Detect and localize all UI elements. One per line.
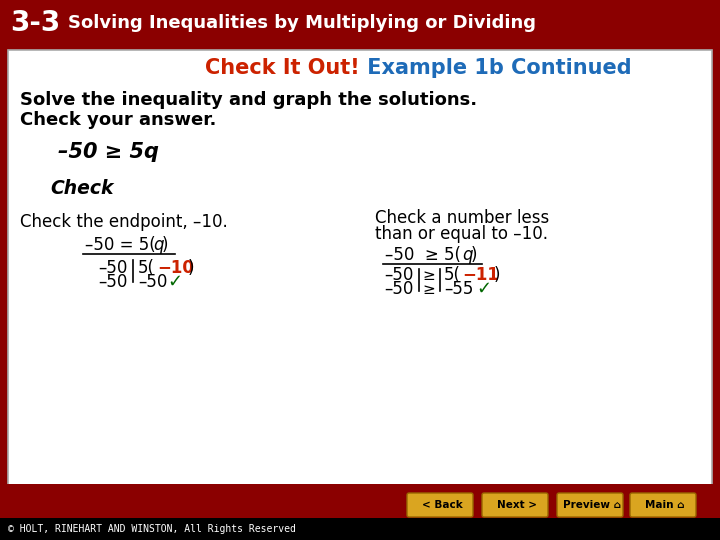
Text: –50: –50: [99, 259, 128, 277]
Text: ): ): [494, 266, 500, 284]
Text: Check your answer.: Check your answer.: [20, 111, 217, 129]
FancyBboxPatch shape: [557, 493, 623, 517]
Text: Solve the inequality and graph the solutions.: Solve the inequality and graph the solut…: [20, 91, 477, 109]
Text: –50  ≥ 5(: –50 ≥ 5(: [385, 246, 461, 264]
Text: ✓: ✓: [476, 280, 491, 298]
Text: q: q: [462, 246, 472, 264]
Text: –50: –50: [138, 273, 167, 291]
Text: Check a number less: Check a number less: [375, 209, 549, 227]
Text: q: q: [143, 142, 158, 162]
Text: 3-3: 3-3: [10, 9, 60, 37]
Text: Solving Inequalities by Multiplying or Dividing: Solving Inequalities by Multiplying or D…: [68, 14, 536, 32]
Text: –50: –50: [384, 266, 414, 284]
Text: −11: −11: [462, 266, 499, 284]
Text: than or equal to –10.: than or equal to –10.: [375, 225, 548, 243]
Text: –55: –55: [444, 280, 473, 298]
Text: –50: –50: [384, 280, 414, 298]
Bar: [0, 484, 720, 518]
Text: Preview ⌂: Preview ⌂: [563, 500, 621, 510]
Text: ≥: ≥: [423, 267, 436, 282]
Bar: [8, 50, 712, 488]
Bar: [0, 518, 720, 540]
Text: Example 1b Continued: Example 1b Continued: [360, 58, 631, 78]
Text: ≥: ≥: [423, 281, 436, 296]
Text: –50 = 5(: –50 = 5(: [85, 236, 156, 254]
Text: Next >: Next >: [497, 500, 537, 510]
Bar: [0, 0, 720, 45]
Text: q: q: [153, 236, 163, 254]
FancyBboxPatch shape: [630, 493, 696, 517]
Text: –50: –50: [99, 273, 128, 291]
Text: ): ): [162, 236, 168, 254]
Text: –50 ≥ 5: –50 ≥ 5: [58, 142, 144, 162]
Text: Main ⌂: Main ⌂: [645, 500, 685, 510]
Text: Check: Check: [50, 179, 114, 198]
Text: ✓: ✓: [167, 273, 182, 291]
Text: 5(: 5(: [444, 266, 461, 284]
Text: < Back: < Back: [422, 500, 462, 510]
Text: −10: −10: [157, 259, 194, 277]
Text: ): ): [471, 246, 477, 264]
Text: Check It Out!: Check It Out!: [205, 58, 360, 78]
Text: © HOLT, RINEHART AND WINSTON, All Rights Reserved: © HOLT, RINEHART AND WINSTON, All Rights…: [8, 524, 296, 534]
FancyBboxPatch shape: [407, 493, 473, 517]
Text: 5(: 5(: [138, 259, 155, 277]
Text: Check the endpoint, –10.: Check the endpoint, –10.: [20, 213, 228, 231]
Text: ): ): [188, 259, 194, 277]
FancyBboxPatch shape: [482, 493, 548, 517]
